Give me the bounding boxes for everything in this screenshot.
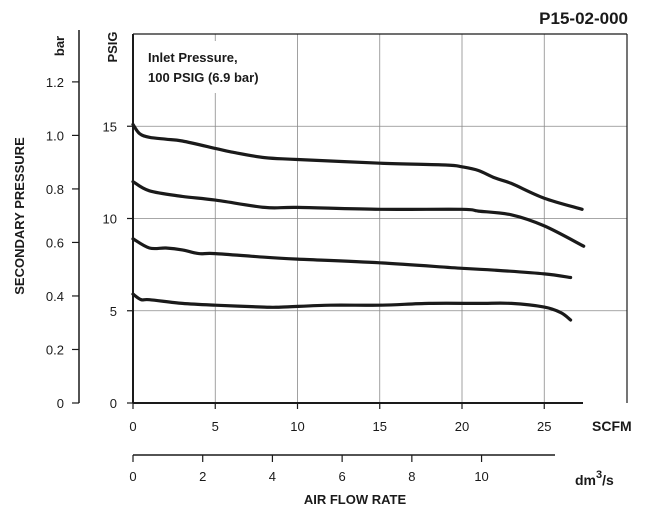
- y-secondary-tick-label: 1.0: [46, 128, 64, 143]
- annotation-line-2: 100 PSIG (6.9 bar): [148, 70, 259, 85]
- y-secondary-tick-label: 0.4: [46, 289, 64, 304]
- data-series: [131, 122, 586, 322]
- x-primary-unit: SCFM: [592, 418, 632, 434]
- series-line-3: [131, 237, 573, 280]
- y-primary-tick-label: 10: [103, 212, 117, 227]
- y-secondary-tick-label: 0.6: [46, 235, 64, 250]
- x-primary-tick-label: 5: [212, 419, 219, 434]
- x-secondary-tick-label: 4: [269, 469, 276, 484]
- y-primary-unit: PSIG: [105, 31, 120, 62]
- series-line-2: [131, 180, 586, 248]
- x-secondary-tick-label: 2: [199, 469, 206, 484]
- y-secondary-tick-label: 1.2: [46, 75, 64, 90]
- annotation-line-1: Inlet Pressure,: [148, 50, 238, 65]
- grid-lines: [133, 34, 627, 403]
- chart-title: P15-02-000: [539, 9, 628, 28]
- x-secondary-ticks: 0 2 4 6 8 10: [129, 455, 489, 484]
- series-line-4: [131, 292, 573, 322]
- x-primary-tick-label: 25: [537, 419, 551, 434]
- x-secondary-unit-superscript: 3: [596, 469, 602, 481]
- x-secondary-tick-label: 6: [339, 469, 346, 484]
- x-primary-tick-label: 0: [129, 419, 136, 434]
- y-axis-title: SECONDARY PRESSURE: [12, 137, 27, 295]
- x-primary-tick-label: 15: [373, 419, 387, 434]
- y-primary-ticks: 5 10 15 0: [103, 119, 133, 411]
- y-primary-tick-label: 15: [103, 119, 117, 134]
- x-secondary-tick-label: 0: [129, 469, 136, 484]
- y-secondary-tick-label: 0: [57, 396, 64, 411]
- annotation-box: [140, 41, 293, 93]
- x-secondary-tick-label: 10: [474, 469, 488, 484]
- x-primary-tick-label: 10: [290, 419, 304, 434]
- y-secondary-tick-label: 0.8: [46, 182, 64, 197]
- y-secondary-ticks: 0 0.2 0.4 0.6 0.8 1.0 1.2: [46, 75, 79, 411]
- x-axis-title: AIR FLOW RATE: [304, 492, 407, 507]
- x-secondary-tick-label: 8: [408, 469, 415, 484]
- x-secondary-unit-tail: /s: [602, 472, 614, 488]
- series-line-1: [131, 122, 584, 211]
- y-primary-tick-label: 5: [110, 304, 117, 319]
- x-secondary-unit: dm3/s: [575, 469, 614, 488]
- y-primary-tick-label: 0: [110, 396, 117, 411]
- y-secondary-tick-label: 0.2: [46, 342, 64, 357]
- x-primary-ticks: 0 5 10 15 20 25: [129, 403, 551, 434]
- x-primary-tick-label: 20: [455, 419, 469, 434]
- y-secondary-unit: bar: [52, 36, 67, 56]
